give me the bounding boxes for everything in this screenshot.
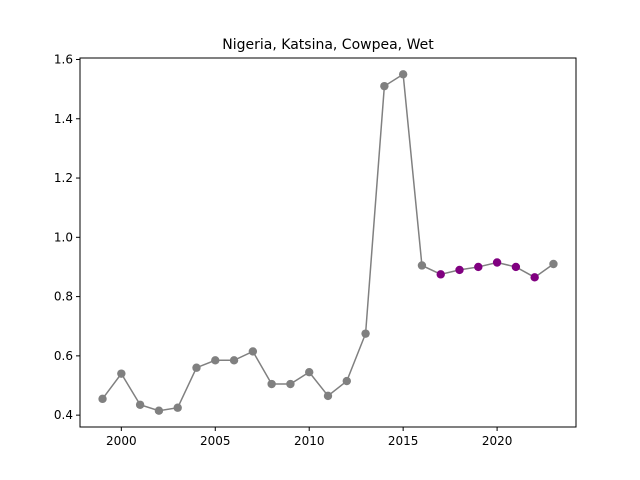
data-point — [342, 376, 351, 386]
series-line — [101, 73, 554, 412]
x-tick-label: 2005 — [200, 434, 231, 448]
y-tick-label: 1.0 — [54, 230, 73, 244]
data-point — [455, 265, 464, 275]
y-tick-label: 0.6 — [54, 349, 73, 363]
data-point — [361, 329, 370, 338]
x-tick-label: 2020 — [482, 434, 513, 448]
data-point — [286, 379, 295, 389]
data-point — [117, 369, 126, 378]
data-point — [492, 258, 502, 267]
data-point — [248, 347, 258, 356]
y-tick-label: 0.4 — [54, 408, 73, 422]
data-point — [323, 391, 333, 401]
data-point — [173, 403, 182, 412]
data-point — [305, 367, 314, 377]
data-point — [380, 81, 389, 91]
data-point — [135, 400, 145, 409]
data-point — [211, 356, 220, 365]
data-point — [98, 394, 107, 404]
data-point — [530, 273, 539, 282]
y-tick-label: 1.2 — [54, 171, 73, 185]
data-point — [154, 406, 164, 415]
data-point — [417, 261, 427, 270]
data-point — [267, 379, 276, 389]
chart-title: Nigeria, Katsina, Cowpea, Wet — [222, 37, 434, 53]
series-layer — [98, 70, 558, 415]
x-tick-label: 2000 — [106, 434, 137, 448]
y-tick-label: 1.6 — [54, 52, 73, 66]
data-point — [549, 259, 558, 269]
y-tick-label: 1.4 — [54, 112, 73, 126]
data-point — [511, 262, 521, 272]
data-point — [474, 262, 483, 272]
x-tick-label: 2015 — [388, 434, 419, 448]
data-point — [398, 70, 408, 79]
y-axis: 0.4 0.6 0.8 1.0 1.2 1.4 1.6 — [54, 52, 80, 422]
plot-area-frame — [79, 57, 577, 428]
x-axis: 2000 2005 2010 2015 2020 — [106, 427, 512, 448]
data-point — [192, 363, 201, 372]
x-tick-label: 2010 — [294, 434, 325, 448]
data-point — [436, 270, 445, 279]
y-tick-label: 0.8 — [54, 290, 73, 304]
data-point — [229, 356, 239, 365]
